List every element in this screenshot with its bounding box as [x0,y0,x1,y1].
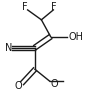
Text: F: F [22,2,28,12]
Text: OH: OH [68,32,83,42]
Text: F: F [51,2,57,12]
Text: O: O [51,79,58,89]
Text: O: O [15,81,22,91]
Text: N: N [5,42,12,53]
